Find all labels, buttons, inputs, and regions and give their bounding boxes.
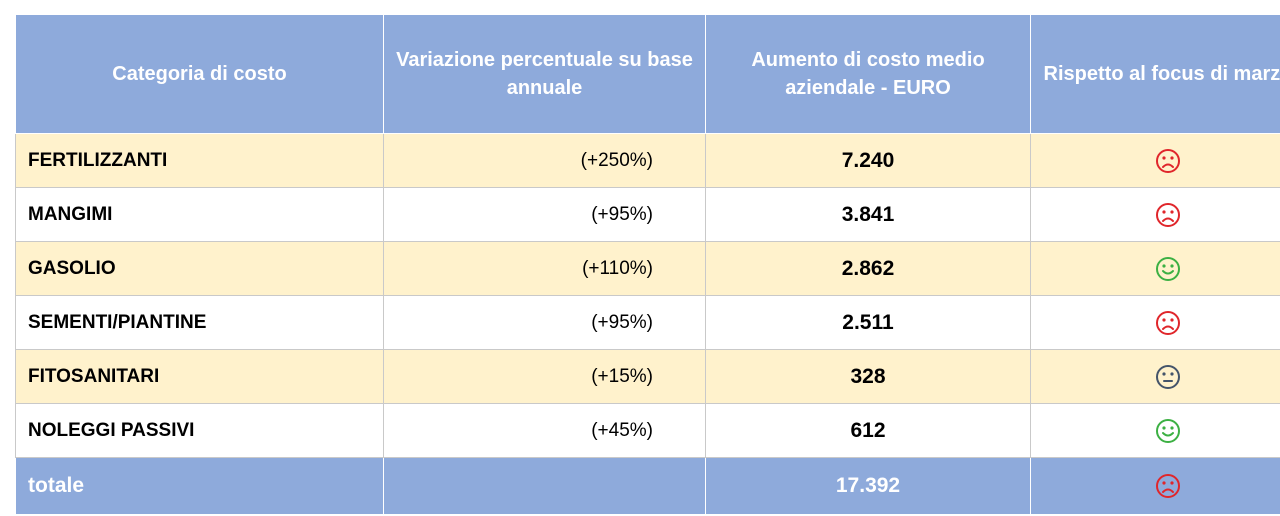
mood-cell <box>1030 295 1280 350</box>
amount-cell: 328 <box>705 349 1031 404</box>
face-outline <box>1156 148 1180 173</box>
mood-cell <box>1030 457 1280 515</box>
amount-cell: 7.240 <box>705 133 1031 188</box>
amount-cell: 2.511 <box>705 295 1031 350</box>
eye <box>1162 317 1166 322</box>
eye <box>1162 425 1166 430</box>
mood-icon <box>1156 148 1180 173</box>
mood-cell <box>1030 187 1280 242</box>
mouth <box>1162 163 1174 168</box>
eye <box>1170 317 1174 322</box>
category-cell: GASOLIO <box>15 241 384 296</box>
eye <box>1170 371 1174 376</box>
eye <box>1170 481 1174 485</box>
face-outline <box>1156 474 1180 498</box>
face-outline <box>1156 310 1180 335</box>
header-cell: Variazione percentuale su base annuale <box>383 14 706 134</box>
category-cell: SEMENTI/PIANTINE <box>15 295 384 350</box>
category-cell: FERTILIZZANTI <box>15 133 384 188</box>
header-row: Categoria di costo Variazione percentual… <box>15 14 1280 134</box>
mood-icon <box>1156 310 1180 335</box>
table-row: GASOLIO (+110%) 2.862 <box>15 241 1280 296</box>
amount-cell: 17.392 <box>705 457 1031 515</box>
table-row: FERTILIZZANTI (+250%) 7.240 <box>15 133 1280 188</box>
header-cell: Rispetto al focus di marzo <box>1030 14 1280 134</box>
header-cell: Categoria di costo <box>15 14 384 134</box>
mood-icon <box>1156 256 1180 281</box>
eye <box>1162 209 1166 214</box>
variation-cell: (+95%) <box>383 187 706 242</box>
variation-cell <box>383 457 706 515</box>
table-row: NOLEGGI PASSIVI (+45%) 612 <box>15 403 1280 458</box>
mood-cell <box>1030 349 1280 404</box>
eye <box>1162 481 1166 485</box>
mood-cell <box>1030 133 1280 188</box>
category-cell: NOLEGGI PASSIVI <box>15 403 384 458</box>
table-row: SEMENTI/PIANTINE (+95%) 2.511 <box>15 295 1280 350</box>
mood-icon <box>1156 202 1180 227</box>
eye <box>1170 209 1174 214</box>
variation-cell: (+250%) <box>383 133 706 188</box>
table-body: FERTILIZZANTI (+250%) 7.240 MANGIMI (+95%) 3.… <box>15 133 1280 515</box>
eye <box>1170 425 1174 430</box>
eye <box>1162 263 1166 268</box>
variation-cell: (+110%) <box>383 241 706 296</box>
mouth <box>1162 488 1174 493</box>
category-cell: MANGIMI <box>15 187 384 242</box>
mouth <box>1162 217 1174 222</box>
mouth <box>1162 269 1174 274</box>
mouth <box>1162 431 1174 436</box>
mouth <box>1162 325 1174 330</box>
eye <box>1162 371 1166 376</box>
table-container: Categoria di costo Variazione percentual… <box>15 14 1280 516</box>
variation-cell: (+95%) <box>383 295 706 350</box>
amount-cell: 2.862 <box>705 241 1031 296</box>
table-row: FITOSANITARI (+15%) 328 <box>15 349 1280 404</box>
mood-icon <box>1156 418 1180 443</box>
mood-cell <box>1030 241 1280 296</box>
category-cell: totale <box>15 457 384 515</box>
eye <box>1170 155 1174 160</box>
table-row: MANGIMI (+95%) 3.841 <box>15 187 1280 242</box>
variation-cell: (+45%) <box>383 403 706 458</box>
amount-cell: 3.841 <box>705 187 1031 242</box>
amount-cell: 612 <box>705 403 1031 458</box>
face-outline <box>1156 202 1180 227</box>
mood-icon <box>1156 474 1180 498</box>
face-outline <box>1156 256 1180 281</box>
variation-cell: (+15%) <box>383 349 706 404</box>
header-cell: Aumento di costo medio aziendale - EURO <box>705 14 1031 134</box>
mood-cell <box>1030 403 1280 458</box>
eye <box>1170 263 1174 268</box>
eye <box>1162 155 1166 160</box>
total-row: totale 17.392 <box>15 457 1280 515</box>
mood-icon <box>1156 364 1180 389</box>
cost-table: Categoria di costo Variazione percentual… <box>15 14 1280 515</box>
category-cell: FITOSANITARI <box>15 349 384 404</box>
face-outline <box>1156 418 1180 443</box>
face-outline <box>1156 364 1180 389</box>
